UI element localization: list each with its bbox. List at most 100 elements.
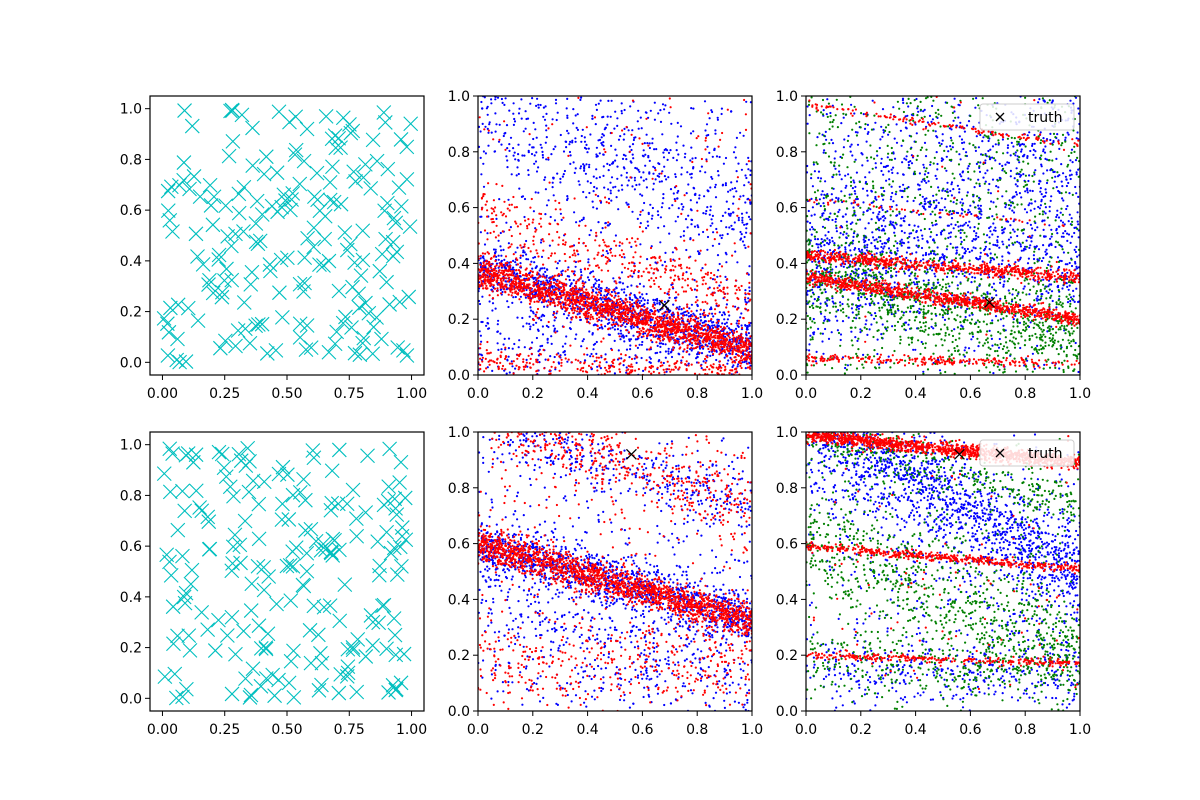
scatter-point (586, 291, 590, 294)
scatter-point (662, 156, 666, 159)
scatter-point (654, 178, 657, 181)
scatter-point (745, 272, 749, 275)
scatter-point (597, 278, 601, 282)
scatter-point (692, 312, 695, 315)
scatter-point (584, 172, 588, 175)
scatter-point (744, 349, 747, 352)
scatter-point (629, 304, 632, 307)
scatter-point (508, 143, 511, 146)
scatter-point (628, 145, 632, 148)
scatter-point (506, 359, 509, 362)
scatter-point (621, 157, 625, 160)
scatter-point (575, 221, 578, 224)
scatter-point (587, 261, 590, 264)
scatter-point (651, 142, 654, 145)
scatter-point (688, 343, 691, 346)
scatter-point (553, 288, 556, 292)
scatter-point (642, 312, 645, 315)
scatter-point (581, 289, 584, 292)
scatter-point (690, 363, 693, 366)
scatter-point (740, 355, 743, 358)
scatter-point (602, 337, 605, 340)
scatter-point (493, 150, 497, 153)
scatter-point (705, 123, 709, 126)
scatter-point (580, 345, 583, 348)
scatter-point (657, 213, 660, 217)
scatter-point (510, 203, 513, 206)
scatter-point (640, 356, 643, 360)
scatter-point (512, 253, 515, 256)
scatter-point (674, 366, 678, 369)
scatter-point (706, 145, 709, 148)
scatter-point (535, 151, 538, 154)
scatter-point (598, 365, 601, 368)
scatter-point (682, 350, 685, 353)
scatter-point (692, 337, 695, 340)
scatter-point (581, 282, 584, 285)
scatter-point (494, 307, 497, 310)
scatter-point (551, 290, 554, 294)
scatter-point (617, 138, 621, 141)
scatter-point (529, 250, 532, 253)
scatter-point (662, 361, 665, 365)
scatter-point (727, 341, 730, 344)
scatter-point-x (254, 316, 270, 332)
scatter-point (627, 364, 630, 367)
scatter-point (718, 262, 721, 266)
scatter-point (517, 153, 520, 156)
scatter-point (517, 269, 521, 272)
scatter-point (622, 360, 625, 363)
scatter-point (666, 329, 669, 333)
scatter-point (591, 117, 594, 120)
scatter-point (595, 187, 598, 190)
scatter-point (537, 255, 540, 258)
scatter-point (686, 284, 690, 287)
scatter-point (690, 341, 694, 345)
scatter-point (726, 108, 729, 111)
scatter-point (622, 300, 625, 303)
scatter-point (541, 150, 544, 153)
scatter-point (495, 255, 498, 258)
scatter-point (704, 320, 708, 323)
scatter-point (735, 180, 739, 183)
scatter-point (525, 117, 528, 121)
scatter-point (556, 330, 559, 333)
scatter-point (503, 274, 507, 277)
scatter-point (481, 206, 484, 209)
scatter-point (515, 257, 518, 260)
scatter-point (492, 199, 495, 202)
scatter-point-x (328, 140, 344, 156)
scatter-point (698, 194, 701, 197)
scatter-point (645, 330, 648, 333)
scatter-point (544, 358, 547, 361)
scatter-point (579, 289, 582, 292)
scatter-point (511, 270, 514, 273)
scatter-point (537, 285, 540, 288)
scatter-point (529, 291, 532, 294)
scatter-point (665, 317, 669, 320)
scatter-point (594, 278, 597, 281)
scatter-point (692, 186, 695, 189)
scatter-point (580, 219, 584, 222)
scatter-point (492, 255, 495, 258)
scatter-point (709, 224, 712, 227)
scatter-point (688, 307, 691, 310)
scatter-point (696, 250, 700, 253)
scatter-point (572, 108, 575, 111)
scatter-point (683, 328, 686, 331)
scatter-point (610, 99, 613, 102)
scatter-point (696, 284, 699, 287)
scatter-point (668, 296, 671, 299)
scatter-point (620, 112, 624, 115)
scatter-point (639, 193, 642, 196)
scatter-point (547, 127, 550, 130)
scatter-point (500, 264, 503, 267)
scatter-point (561, 301, 564, 304)
scatter-point (677, 317, 680, 320)
scatter-point (688, 322, 691, 325)
scatter-point (598, 176, 602, 179)
scatter-point (572, 303, 575, 306)
scatter-point (502, 263, 505, 266)
scatter-point (689, 199, 692, 202)
scatter-point (565, 146, 568, 149)
